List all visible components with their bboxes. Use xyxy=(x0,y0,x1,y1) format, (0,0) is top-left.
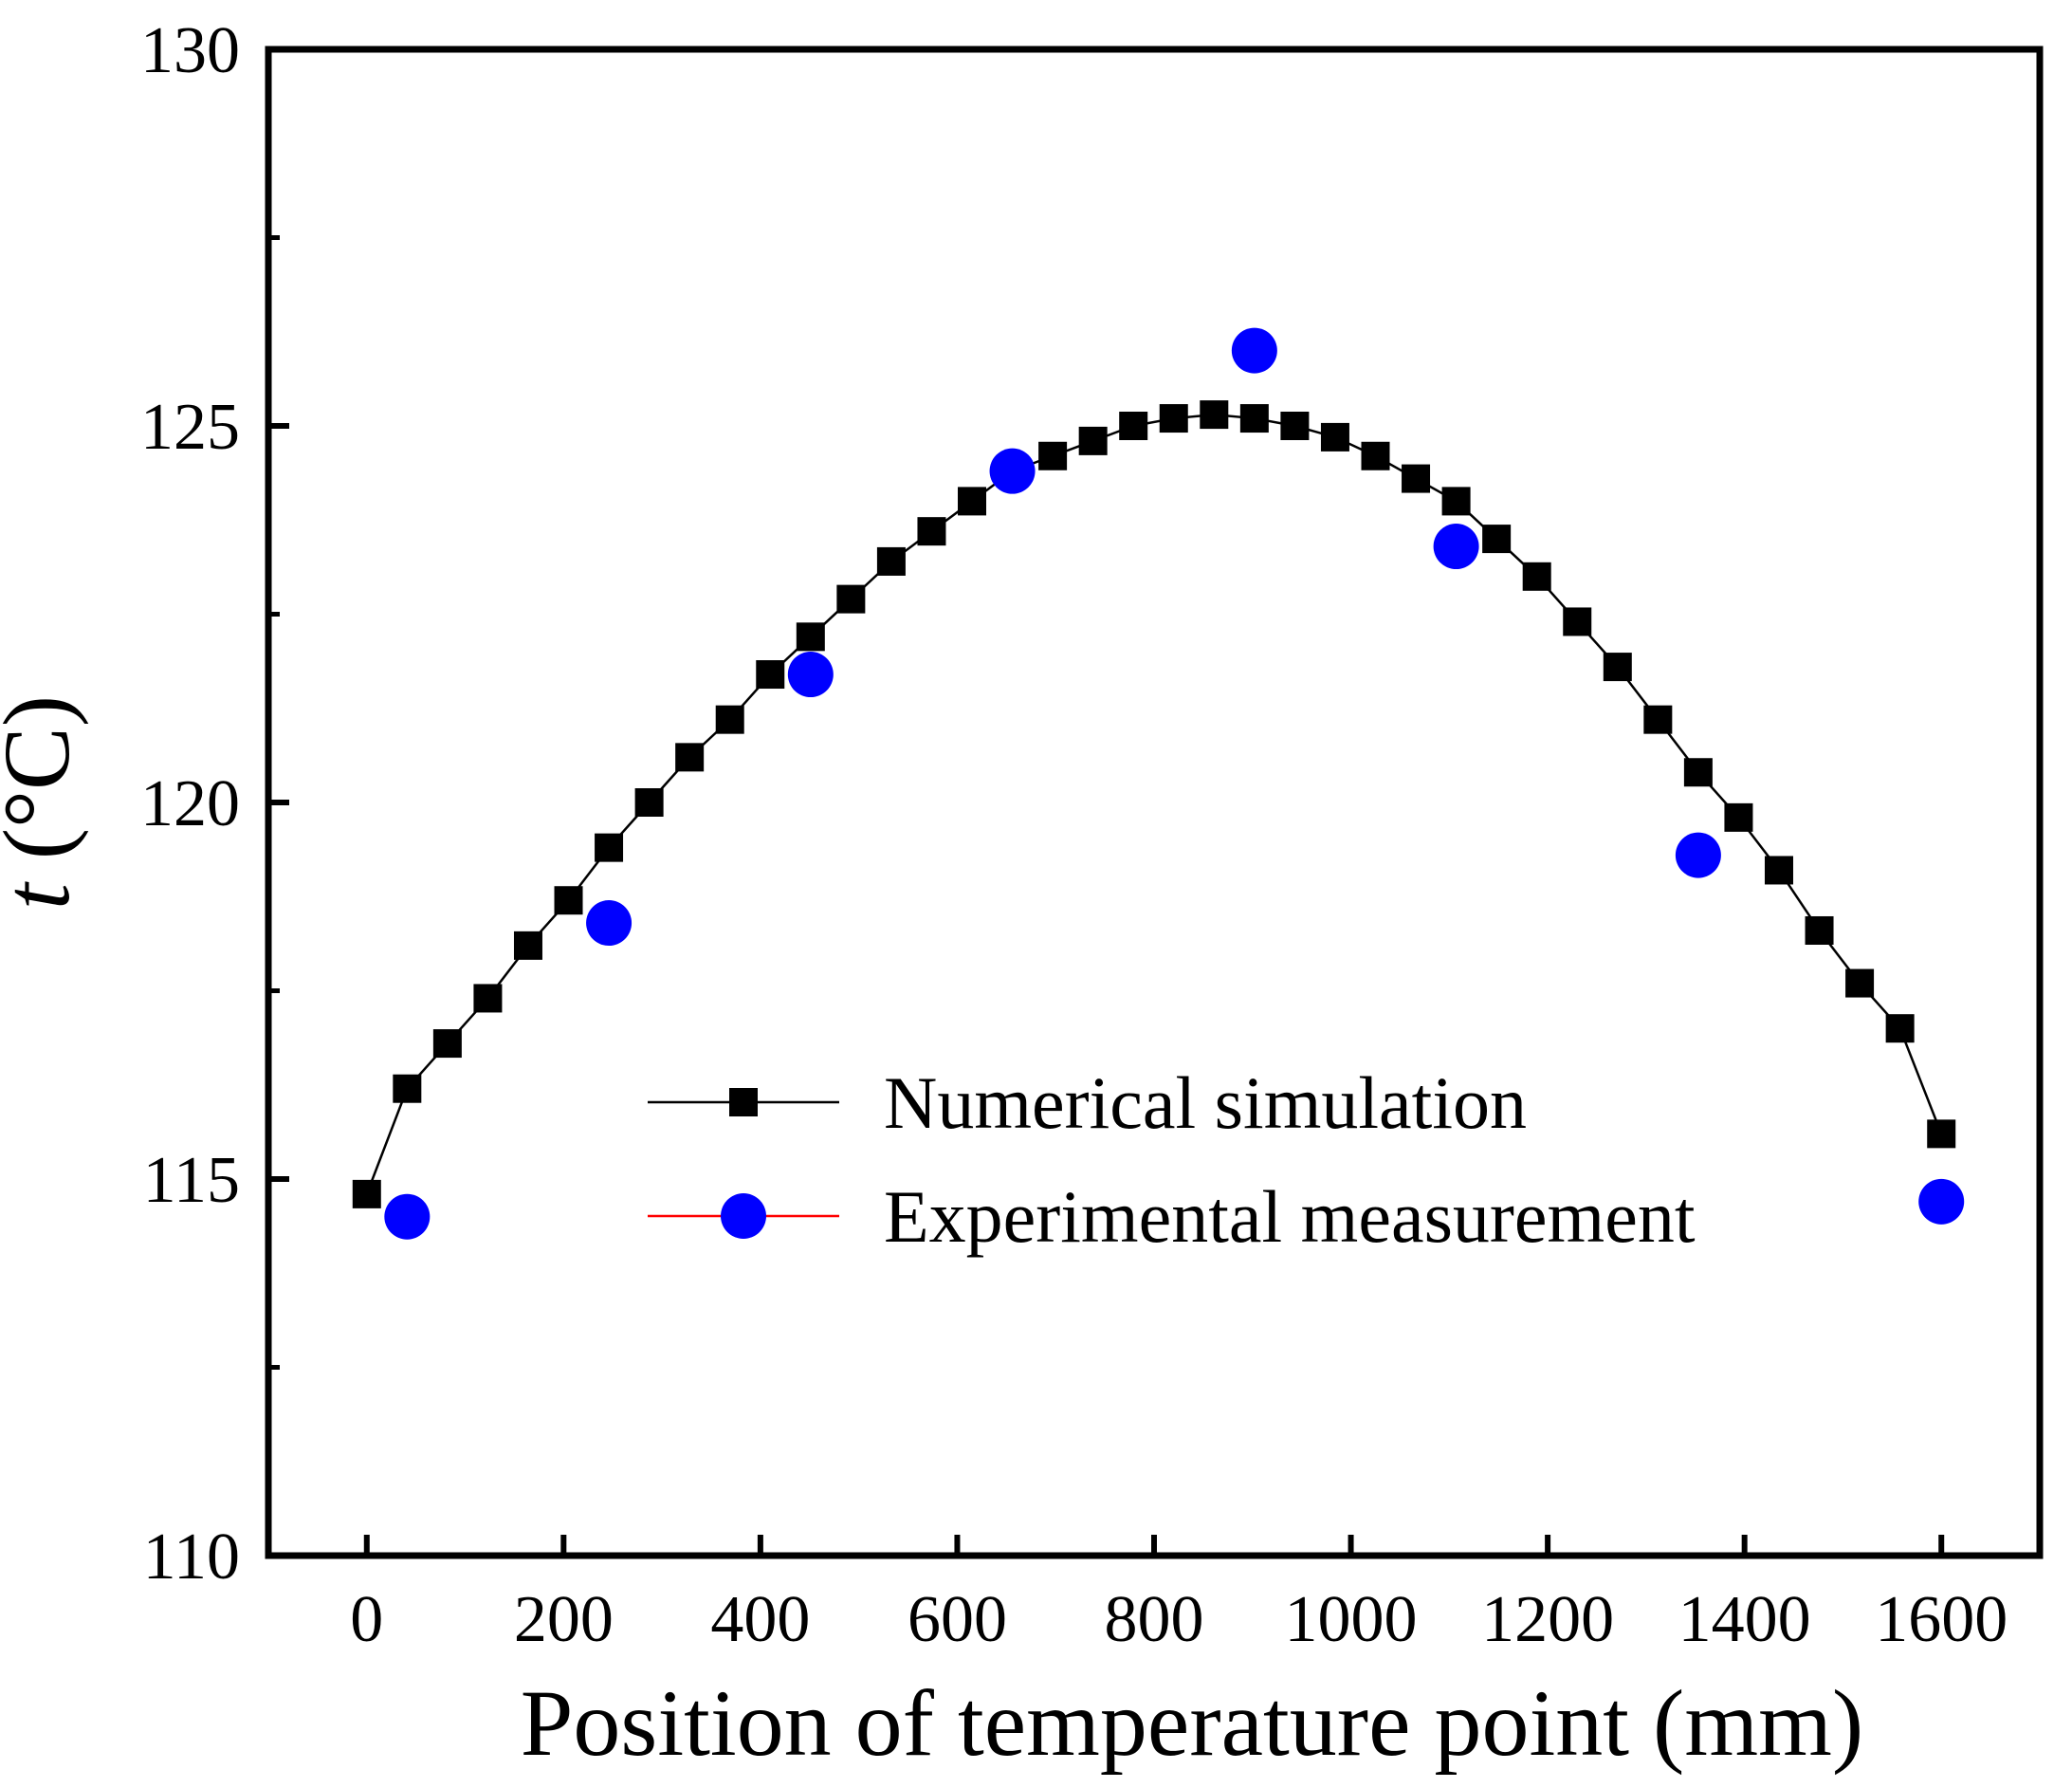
data-point-numerical-simulation xyxy=(473,984,503,1013)
data-point-experimental-measurement xyxy=(989,448,1036,494)
data-point-numerical-simulation xyxy=(1239,404,1269,433)
y-tick-label: 130 xyxy=(140,14,240,87)
data-point-numerical-simulation xyxy=(554,886,583,915)
data-point-numerical-simulation xyxy=(1159,404,1188,433)
data-point-numerical-simulation xyxy=(1643,705,1673,734)
data-point-numerical-simulation xyxy=(876,546,906,576)
data-point-numerical-simulation xyxy=(513,931,542,960)
axis-ticks: 0 200 400 600 800 1000 1200 1400 1600 110 115 120 12… xyxy=(140,14,2008,1656)
legend-label-numerical: Numerical simulation xyxy=(884,1061,1527,1144)
series-line-numerical-simulation xyxy=(365,413,1943,1195)
data-point-numerical-simulation xyxy=(1320,422,1349,452)
data-point-numerical-simulation xyxy=(1885,1014,1915,1043)
x-tick-label: 600 xyxy=(908,1583,1007,1656)
data-point-numerical-simulation xyxy=(675,743,705,772)
data-point-numerical-simulation xyxy=(836,584,866,614)
legend-marker-circle xyxy=(721,1193,766,1239)
y-axis-variable: t xyxy=(0,881,89,910)
data-point-numerical-simulation xyxy=(1038,441,1068,470)
x-tick-label: 800 xyxy=(1105,1583,1204,1656)
data-point-experimental-measurement xyxy=(1675,832,1721,878)
data-point-numerical-simulation xyxy=(1482,525,1512,554)
data-point-experimental-measurement xyxy=(787,652,834,698)
x-tick-label: 400 xyxy=(710,1583,810,1656)
data-point-numerical-simulation xyxy=(1361,441,1390,470)
data-point-numerical-simulation xyxy=(958,487,987,516)
x-tick-label: 1200 xyxy=(1481,1583,1614,1656)
data-point-numerical-simulation xyxy=(1522,562,1551,591)
data-point-numerical-simulation xyxy=(917,517,946,546)
data-point-experimental-measurement xyxy=(1231,327,1277,374)
data-point-numerical-simulation xyxy=(1805,915,1834,945)
data-point-numerical-simulation xyxy=(796,622,825,652)
y-axis-unit: (°C) xyxy=(0,695,89,883)
y-tick-label: 110 xyxy=(143,1521,240,1594)
data-point-numerical-simulation xyxy=(756,660,785,690)
x-tick-label: 1600 xyxy=(1875,1583,2008,1656)
data-point-experimental-measurement xyxy=(1433,524,1479,570)
data-point-numerical-simulation xyxy=(1280,412,1310,440)
y-tick-label: 115 xyxy=(143,1144,240,1217)
data-point-numerical-simulation xyxy=(1402,464,1431,493)
data-point-numerical-simulation xyxy=(1119,412,1148,440)
series-layer xyxy=(352,327,1965,1240)
data-point-numerical-simulation xyxy=(715,705,744,734)
legend-entry-numerical: Numerical simulation xyxy=(648,1061,1527,1144)
data-point-numerical-simulation xyxy=(595,833,624,862)
y-tick-label: 125 xyxy=(140,391,240,464)
data-point-numerical-simulation xyxy=(432,1029,462,1059)
data-point-numerical-simulation xyxy=(1724,802,1753,832)
legend-entry-experimental: Experimental measurement xyxy=(648,1175,1696,1258)
data-point-numerical-simulation xyxy=(393,1074,422,1103)
data-point-numerical-simulation xyxy=(352,1179,381,1208)
data-point-experimental-measurement xyxy=(586,900,633,947)
data-point-numerical-simulation xyxy=(1683,758,1713,787)
data-point-numerical-simulation xyxy=(1200,400,1229,430)
x-axis-title: Position of temperature point (mm) xyxy=(521,1670,1863,1776)
x-tick-label: 0 xyxy=(350,1583,383,1656)
legend-marker-square xyxy=(729,1088,758,1116)
legend-label-experimental: Experimental measurement xyxy=(884,1175,1696,1258)
data-point-numerical-simulation xyxy=(1603,653,1632,682)
data-point-numerical-simulation xyxy=(1764,856,1793,885)
data-point-numerical-simulation xyxy=(1845,968,1875,998)
data-point-experimental-measurement xyxy=(384,1193,431,1240)
data-point-numerical-simulation xyxy=(1078,426,1108,455)
y-tick-label: 120 xyxy=(140,767,240,840)
data-point-numerical-simulation xyxy=(634,788,664,817)
x-tick-label: 1000 xyxy=(1285,1583,1418,1656)
y-axis-title: t (°C) xyxy=(0,695,89,910)
data-point-numerical-simulation xyxy=(1441,487,1471,516)
x-tick-label: 1400 xyxy=(1678,1583,1811,1656)
data-point-numerical-simulation xyxy=(1927,1119,1956,1149)
legend: Numerical simulation Experimental measur… xyxy=(648,1061,1696,1258)
x-tick-label: 200 xyxy=(514,1583,614,1656)
data-point-numerical-simulation xyxy=(1563,607,1592,636)
data-point-experimental-measurement xyxy=(1918,1178,1965,1225)
